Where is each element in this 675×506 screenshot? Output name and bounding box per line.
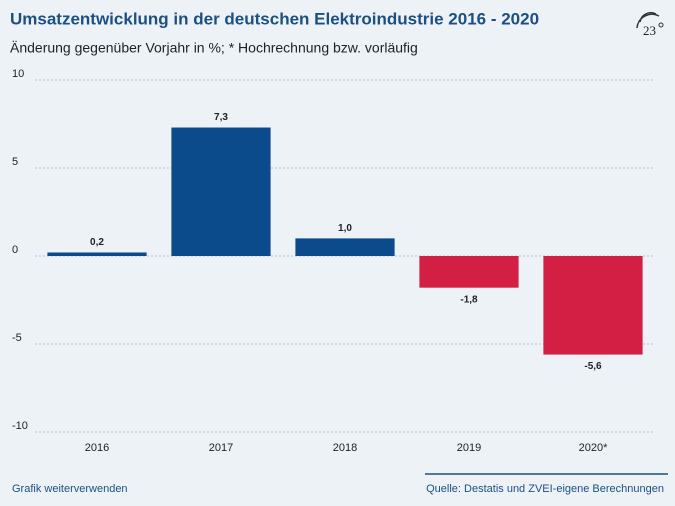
bar (295, 238, 395, 256)
x-tick-label: 2020* (579, 442, 608, 454)
reuse-link[interactable]: Grafik weiterverwenden (12, 483, 128, 495)
x-tick-label: 2017 (209, 442, 233, 454)
chart-subtitle: Änderung gegenüber Vorjahr in %; * Hochr… (10, 40, 418, 56)
value-label: 7,3 (214, 112, 228, 123)
bar (171, 127, 271, 257)
chart-title: Umsatzentwicklung in der deutschen Elekt… (10, 9, 539, 28)
value-label: -5,6 (584, 361, 602, 372)
x-tick-label: 2019 (457, 442, 481, 454)
y-tick-label: -5 (12, 332, 22, 344)
bar (543, 256, 643, 355)
y-tick-label: 10 (12, 68, 24, 80)
logo-arcs (636, 11, 660, 29)
y-tick-label: 0 (12, 244, 18, 256)
logo: 23 (636, 11, 664, 38)
y-tick-label: -10 (12, 420, 28, 432)
source: Quelle: Destatis und ZVEI-eigene Berechn… (426, 483, 664, 495)
value-label: 1,0 (338, 223, 352, 234)
value-label: -1,8 (460, 294, 478, 305)
y-tick-label: 5 (12, 156, 18, 168)
x-tick-label: 2018 (333, 442, 357, 454)
value-label: 0,2 (90, 237, 104, 248)
bar (419, 256, 519, 288)
bar (47, 252, 147, 256)
x-tick-label: 2016 (85, 442, 109, 454)
logo-degree (658, 22, 664, 28)
logo-text: 23 (643, 23, 656, 38)
